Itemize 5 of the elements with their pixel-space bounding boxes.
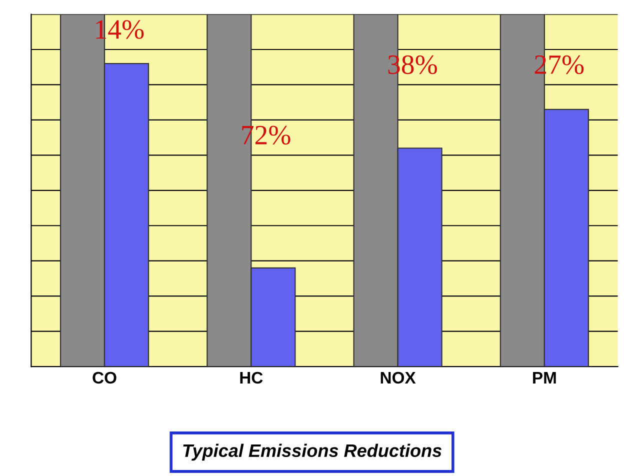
- x-tick-label: CO: [92, 372, 116, 384]
- x-tick-label: NOX: [380, 372, 416, 384]
- text: Typical Emissions Reductions: [183, 444, 442, 461]
- x-tick-label: PM: [533, 372, 556, 384]
- x-tick-label: HC: [240, 372, 263, 384]
